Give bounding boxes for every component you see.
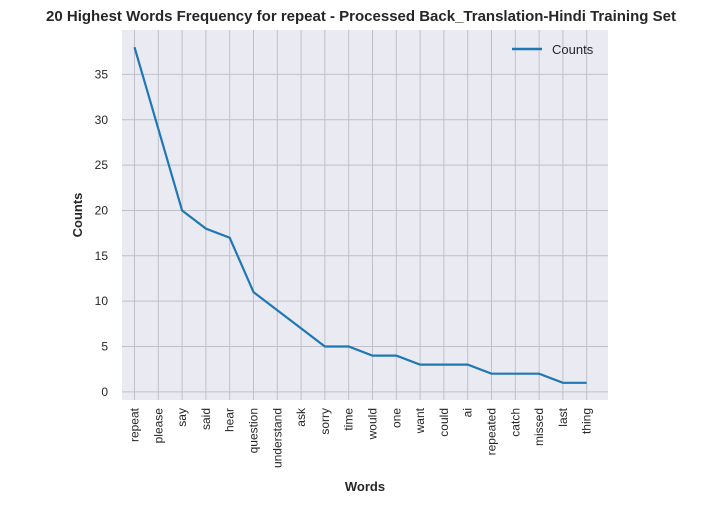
legend-label-counts: Counts — [552, 42, 594, 57]
y-axis-label: Counts — [70, 193, 85, 238]
x-tick-label: say — [175, 408, 189, 427]
series-line-counts — [133, 46, 587, 384]
y-gridlines — [122, 73, 608, 393]
x-tick-label: question — [247, 408, 261, 453]
y-tick-label: 35 — [95, 67, 109, 81]
x-tick-label: time — [342, 408, 356, 431]
plot-area — [122, 30, 608, 400]
y-tick-label: 20 — [95, 203, 109, 217]
x-tick-label: repeat — [128, 407, 142, 442]
x-tick-label: one — [389, 408, 403, 428]
y-tick-label: 25 — [95, 158, 109, 172]
x-tick-label: hear — [223, 408, 237, 432]
chart-title: 20 Highest Words Frequency for repeat - … — [46, 8, 676, 25]
y-tick-label: 10 — [95, 294, 109, 308]
x-tick-label: could — [437, 408, 451, 437]
x-tick-label: would — [366, 408, 380, 440]
x-tick-label: thing — [580, 408, 594, 434]
x-tick-label: repeated — [485, 408, 499, 455]
x-tick-label: ai — [461, 408, 475, 417]
x-tick-label: want — [413, 407, 427, 434]
x-tick-label: last — [556, 407, 570, 426]
x-tick-label: ask — [294, 407, 308, 427]
x-tick-label: please — [151, 408, 165, 444]
x-axis-ticks: repeat please say said hear question understan… — [128, 407, 594, 468]
y-tick-label: 0 — [101, 385, 108, 399]
y-tick-label: 30 — [95, 113, 109, 127]
y-axis-ticks: 0 5 10 15 20 25 30 35 — [95, 67, 109, 398]
legend: Counts — [512, 42, 594, 57]
y-tick-label: 5 — [101, 339, 108, 353]
x-tick-label: catch — [508, 408, 522, 437]
x-tick-label: said — [199, 408, 213, 430]
x-axis-label: Words — [345, 479, 385, 494]
x-gridlines — [134, 30, 588, 400]
y-tick-label: 15 — [95, 249, 109, 263]
x-tick-label: understand — [270, 408, 284, 468]
x-tick-label: sorry — [318, 408, 332, 435]
x-tick-label: missed — [532, 408, 546, 446]
